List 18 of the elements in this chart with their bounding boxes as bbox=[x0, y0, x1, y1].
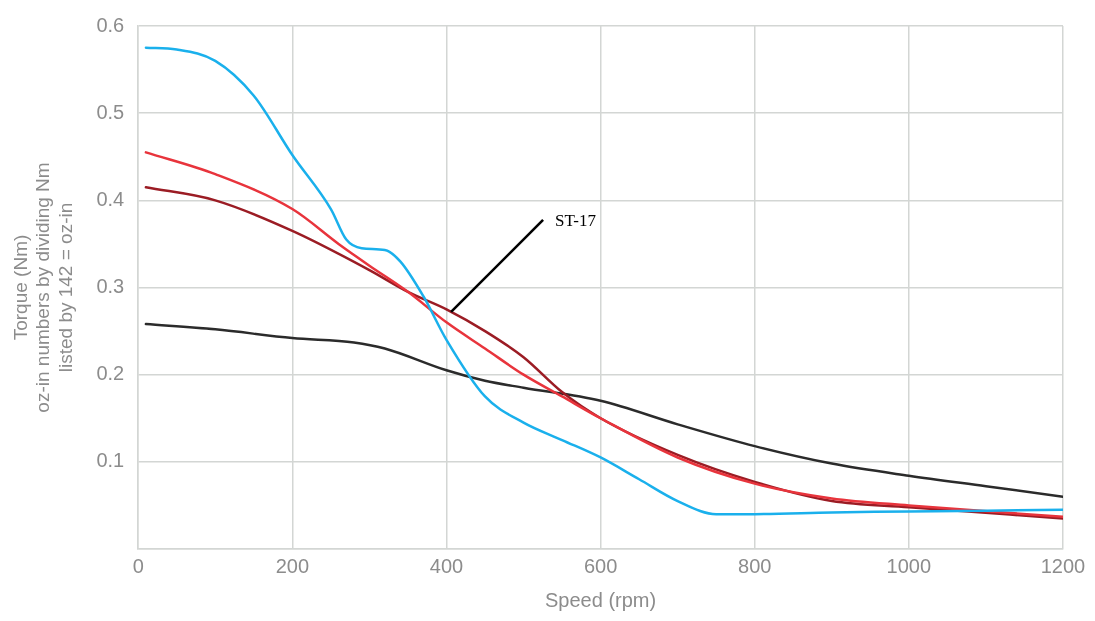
x-tick-label: 800 bbox=[738, 554, 772, 577]
x-tick-label: 200 bbox=[275, 554, 310, 577]
y-tick-label: 0.5 bbox=[96, 100, 125, 123]
line-series bbox=[144, 322, 1063, 498]
y-tick-label: 0.6 bbox=[96, 13, 125, 36]
x-tick-label: 600 bbox=[583, 554, 618, 577]
x-tick-label: 0 bbox=[132, 554, 144, 577]
line-series bbox=[144, 46, 1063, 516]
y-axis-title: Torque (Nm) oz-in numbers by dividing Nm listed by 142 = oz-in bbox=[9, 162, 77, 413]
x-tick-label: 1000 bbox=[886, 554, 932, 577]
x-tick-label: 400 bbox=[429, 554, 464, 577]
annotation: ST-17 bbox=[555, 211, 597, 231]
x-tick-label: 1200 bbox=[1040, 554, 1086, 577]
y-tick-label: 0.2 bbox=[96, 362, 125, 385]
x-axis-title: Speed (rpm) bbox=[545, 588, 657, 611]
y-tick-label: 0.1 bbox=[96, 449, 125, 472]
y-tick-label: 0.4 bbox=[96, 187, 125, 210]
y-tick-label: 0.3 bbox=[96, 275, 125, 298]
